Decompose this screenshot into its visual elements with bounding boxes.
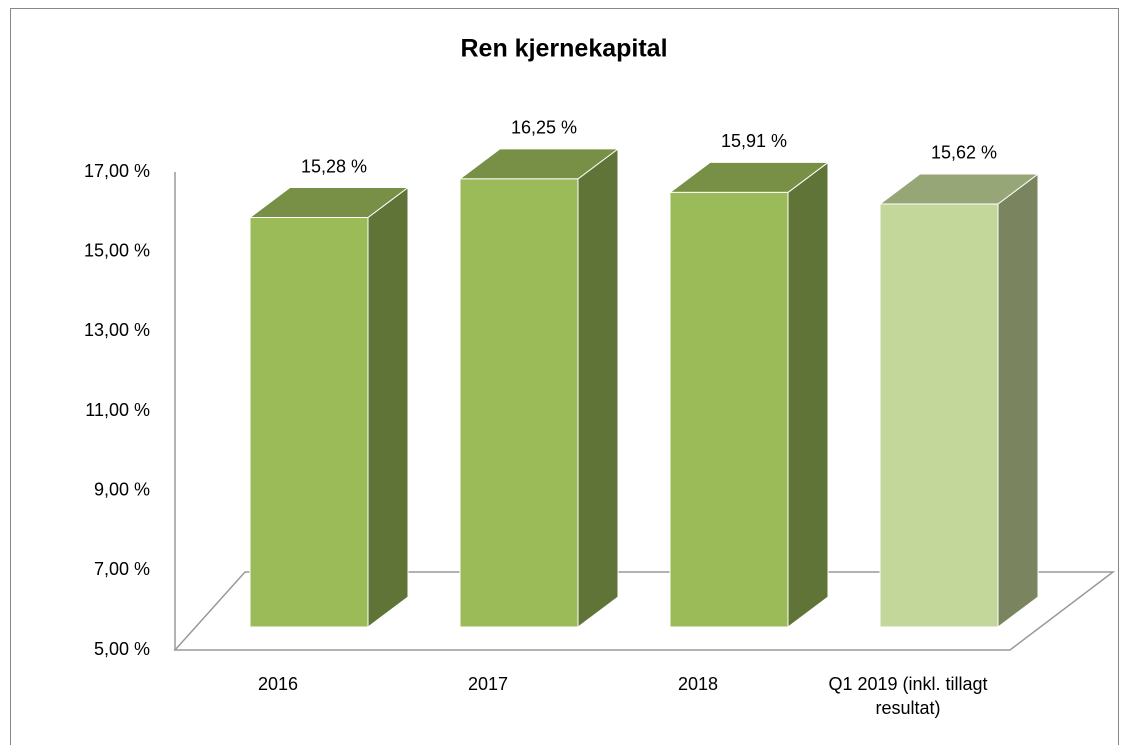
value-label: 15,28 % [301,156,367,176]
x-tick-label: 2018 [677,674,719,694]
bar-side [577,147,619,628]
bar-side [787,161,829,628]
x-tick-label: 2017 [467,674,509,694]
y-tick-label: 11,00 % [85,400,150,420]
value-label: 15,62 % [931,143,997,163]
bar-side [997,172,1039,628]
y-tick-label: 9,00 % [94,479,150,499]
y-tick-label: 7,00 % [94,559,150,579]
bar [669,191,789,628]
bar [249,217,369,628]
y-tick-label: 5,00 % [94,639,150,659]
bar [879,203,999,628]
y-tick-label: 17,00 % [84,161,150,181]
floor [173,571,1116,651]
value-label: 15,91 % [721,131,787,151]
chart-title: Ren kjernekapital [460,35,667,63]
bar [459,178,579,628]
x-tick-label: Q1 2019 (inkl. tillagt resultat) [828,674,988,718]
y-tick-label: 15,00 % [84,240,150,260]
y-tick-label: 13,00 % [84,320,150,340]
value-label: 16,25 % [511,118,577,138]
x-tick-label: 2016 [257,674,299,694]
bar-side [367,186,409,628]
